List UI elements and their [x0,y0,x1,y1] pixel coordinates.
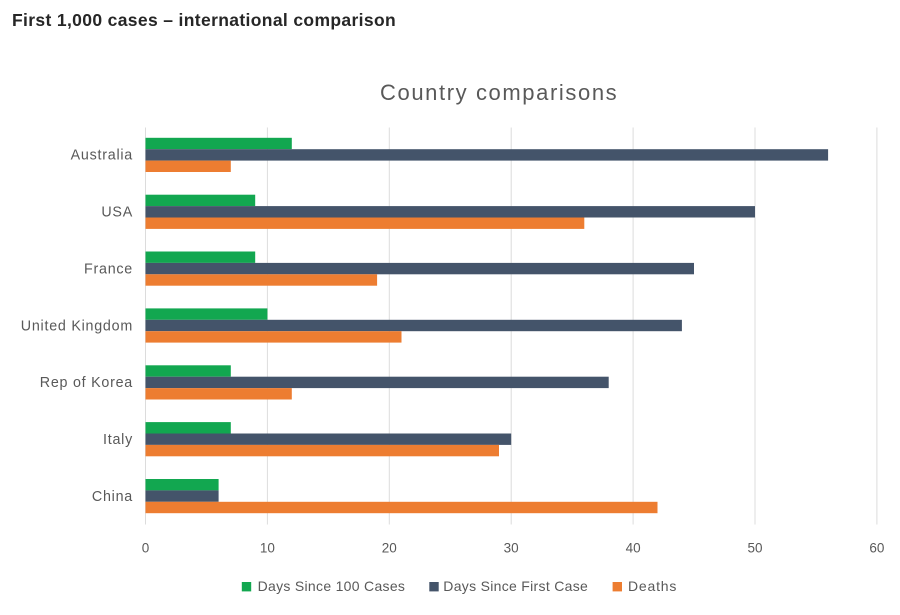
svg-text:Italy: Italy [103,432,133,448]
svg-text:Country comparisons: Country comparisons [380,80,618,105]
svg-text:Days Since First Case: Days Since First Case [443,578,588,594]
svg-text:USA: USA [101,205,133,221]
svg-text:Days Since 100 Cases: Days Since 100 Cases [258,578,406,594]
svg-text:France: France [84,261,133,277]
svg-text:United Kingdom: United Kingdom [21,318,133,334]
svg-text:10: 10 [260,541,275,556]
svg-text:40: 40 [626,541,641,556]
svg-text:Australia: Australia [71,148,133,164]
svg-text:30: 30 [504,541,519,556]
svg-text:China: China [92,489,133,505]
svg-text:Rep of Korea: Rep of Korea [40,375,133,391]
svg-text:50: 50 [747,541,762,556]
svg-text:60: 60 [869,541,884,556]
svg-text:Deaths: Deaths [628,578,677,594]
svg-text:20: 20 [382,541,397,556]
svg-text:0: 0 [142,541,150,556]
svg-text:First 1,000 cases – internatio: First 1,000 cases – international compar… [12,10,396,30]
